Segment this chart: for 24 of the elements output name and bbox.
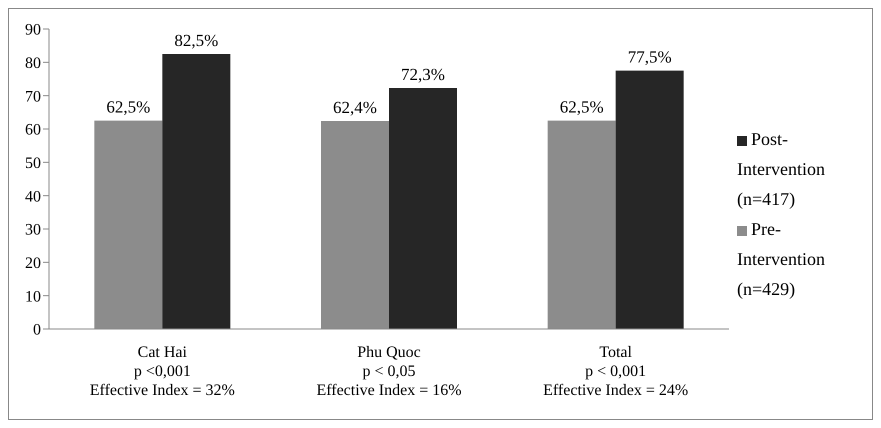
x-tick-label: Cat Hai p <0,001 Effective Index = 32% (90, 344, 235, 399)
y-tick-label: 30 (25, 222, 41, 239)
y-tick-label: 60 (25, 122, 41, 139)
data-label: 62,4% (333, 98, 377, 117)
y-tick-label: 90 (25, 22, 41, 39)
data-label: 82,5% (174, 31, 218, 50)
data-label: 72,3% (401, 65, 445, 84)
y-tick-label: 40 (25, 188, 41, 206)
x-tick-label: Phu Quoc p < 0,05 Effective Index = 16% (316, 344, 462, 399)
data-label: 62,5% (560, 98, 604, 117)
data-label: 62,5% (106, 98, 150, 117)
y-tick-label: 50 (25, 155, 41, 172)
bar (162, 54, 230, 329)
legend-label: Pre-Intervention (n=429) (737, 219, 825, 299)
legend-label: Post-Intervention (n=417) (737, 129, 825, 209)
y-tick-label: 70 (25, 88, 41, 106)
bar (389, 88, 457, 329)
data-label: 77,5% (628, 48, 672, 67)
y-tick-label: 80 (25, 55, 41, 72)
bar (616, 70, 684, 329)
y-tick-label: 10 (25, 288, 41, 306)
x-tick-label: Total p < 0,001 Effective Index = 24% (543, 344, 688, 399)
y-tick-label: 20 (25, 255, 41, 272)
y-tick-label: 0 (33, 322, 41, 339)
